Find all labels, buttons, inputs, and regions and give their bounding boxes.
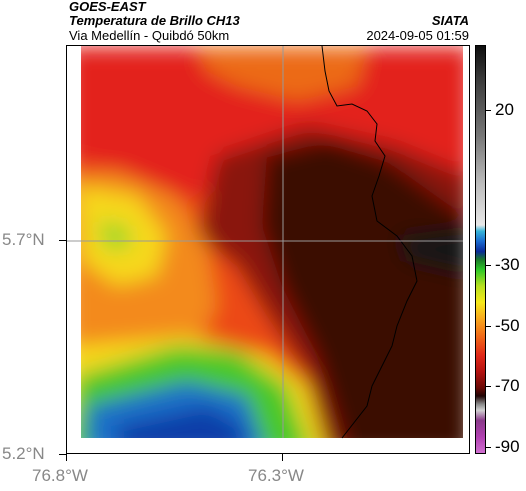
lat-tick xyxy=(59,454,66,455)
organization-label: SIATA xyxy=(431,13,469,28)
lat-label: 5.7°N xyxy=(2,230,45,249)
colorbar-label: -50 xyxy=(495,316,520,335)
datetime-label: 2024-09-05 01:59 xyxy=(366,28,469,43)
no-data-strip-bottom xyxy=(67,438,469,453)
colorbar-tick xyxy=(486,447,491,448)
temperature-colorbar xyxy=(475,45,486,454)
colorbar-label: -30 xyxy=(495,255,520,274)
satellite-title: GOES-EAST xyxy=(69,0,146,14)
brightness-temperature-map xyxy=(66,45,470,454)
colorbar-tick xyxy=(486,265,491,266)
colorbar-tick xyxy=(486,110,491,111)
colorbar-label: -90 xyxy=(495,437,520,456)
lon-label: 76.3°W xyxy=(248,466,304,485)
colorbar-label: 20 xyxy=(495,100,514,119)
colorbar-tick xyxy=(486,386,491,387)
colorbar-label: -70 xyxy=(495,376,520,395)
lat-label: 5.2°N xyxy=(2,444,45,463)
region-label: Via Medellín - Quibdó 50km xyxy=(69,28,230,43)
temperature-field xyxy=(67,46,469,453)
no-data-strip-left xyxy=(67,46,81,453)
map-canvas xyxy=(67,46,469,453)
colorbar-tick xyxy=(486,326,491,327)
lon-label: 76.8°W xyxy=(32,466,88,485)
no-data-strip-right xyxy=(463,46,469,453)
product-title: Temperatura de Brillo CH13 xyxy=(69,13,240,28)
lon-tick xyxy=(282,454,283,461)
lon-tick xyxy=(66,454,67,461)
lat-tick xyxy=(59,240,66,241)
border-line xyxy=(321,46,418,439)
